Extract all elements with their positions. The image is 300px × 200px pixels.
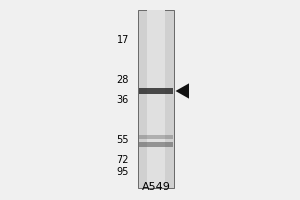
Text: A549: A549 — [142, 182, 170, 192]
Bar — [139, 142, 173, 146]
Bar — [147, 10, 165, 188]
Text: 36: 36 — [117, 95, 129, 105]
Text: 55: 55 — [116, 135, 129, 145]
Bar — [139, 135, 173, 139]
Polygon shape — [176, 83, 189, 99]
Text: 95: 95 — [117, 167, 129, 177]
Text: 28: 28 — [117, 75, 129, 85]
Text: 17: 17 — [117, 35, 129, 45]
Bar — [139, 88, 173, 94]
Bar — [138, 10, 174, 188]
Text: 72: 72 — [116, 155, 129, 165]
